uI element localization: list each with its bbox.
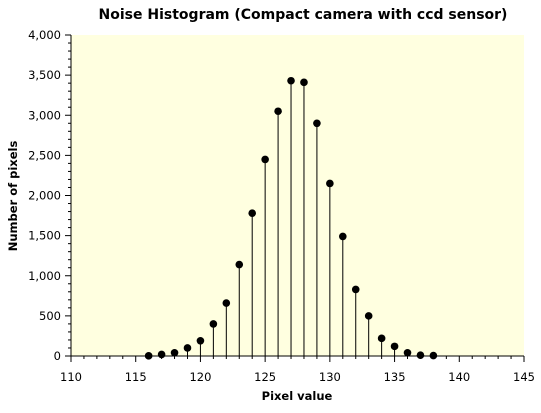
- stems-group: [148, 80, 434, 356]
- data-point-120: [196, 336, 205, 345]
- x-tick-label: 125: [254, 370, 276, 384]
- data-point-130: [326, 179, 334, 188]
- y-tick-label: 1,000: [28, 269, 61, 283]
- y-axis-label: Number of pixels: [6, 141, 20, 252]
- data-point-122: [222, 299, 231, 307]
- y-tick-label: 2,000: [28, 189, 61, 203]
- data-point-125: [261, 155, 269, 164]
- points-group: [144, 76, 438, 360]
- y-tick-label: 3,000: [28, 108, 61, 122]
- x-tick-label: 120: [189, 370, 211, 384]
- plot-area: [71, 35, 524, 356]
- x-axis-label: Pixel value: [262, 389, 333, 403]
- chart-title: Noise Histogram (Compact camera with ccd…: [99, 7, 508, 23]
- data-point-121: [209, 320, 218, 328]
- x-tick-label: 140: [448, 370, 470, 384]
- data-point-127: [287, 76, 295, 85]
- y-tick-label: 500: [39, 309, 61, 323]
- data-point-119: [183, 344, 192, 352]
- data-point-133: [364, 312, 373, 320]
- data-point-131: [339, 232, 347, 241]
- data-point-118: [170, 348, 179, 357]
- y-ticks-group: 0 500 1,000 1,500 2,000 2,500 3,000 3,500 4,000: [28, 28, 71, 363]
- y-tick-label: 3,500: [28, 68, 61, 82]
- x-tick-label: 110: [60, 370, 82, 384]
- x-tick-label: 135: [384, 370, 406, 384]
- data-point-132: [351, 285, 360, 294]
- y-tick-label: 1,500: [28, 229, 61, 243]
- data-point-126: [274, 107, 282, 116]
- x-tick-label: 115: [125, 370, 147, 384]
- data-point-134: [377, 334, 386, 343]
- data-point-136: [403, 348, 412, 357]
- x-ticks-group: 110 115 120 125 130 135 140 145: [60, 356, 535, 384]
- y-tick-label: 2,500: [28, 148, 61, 162]
- data-point-124: [248, 209, 256, 217]
- x-tick-label: 145: [513, 370, 535, 384]
- data-point-137: [416, 351, 425, 359]
- y-tick-label: 0: [54, 349, 61, 363]
- data-point-135: [390, 342, 399, 351]
- data-point-128: [300, 78, 308, 87]
- data-point-129: [313, 119, 321, 128]
- x-tick-label: 130: [319, 370, 341, 384]
- data-point-123: [235, 260, 244, 269]
- y-tick-label: 4,000: [28, 28, 61, 42]
